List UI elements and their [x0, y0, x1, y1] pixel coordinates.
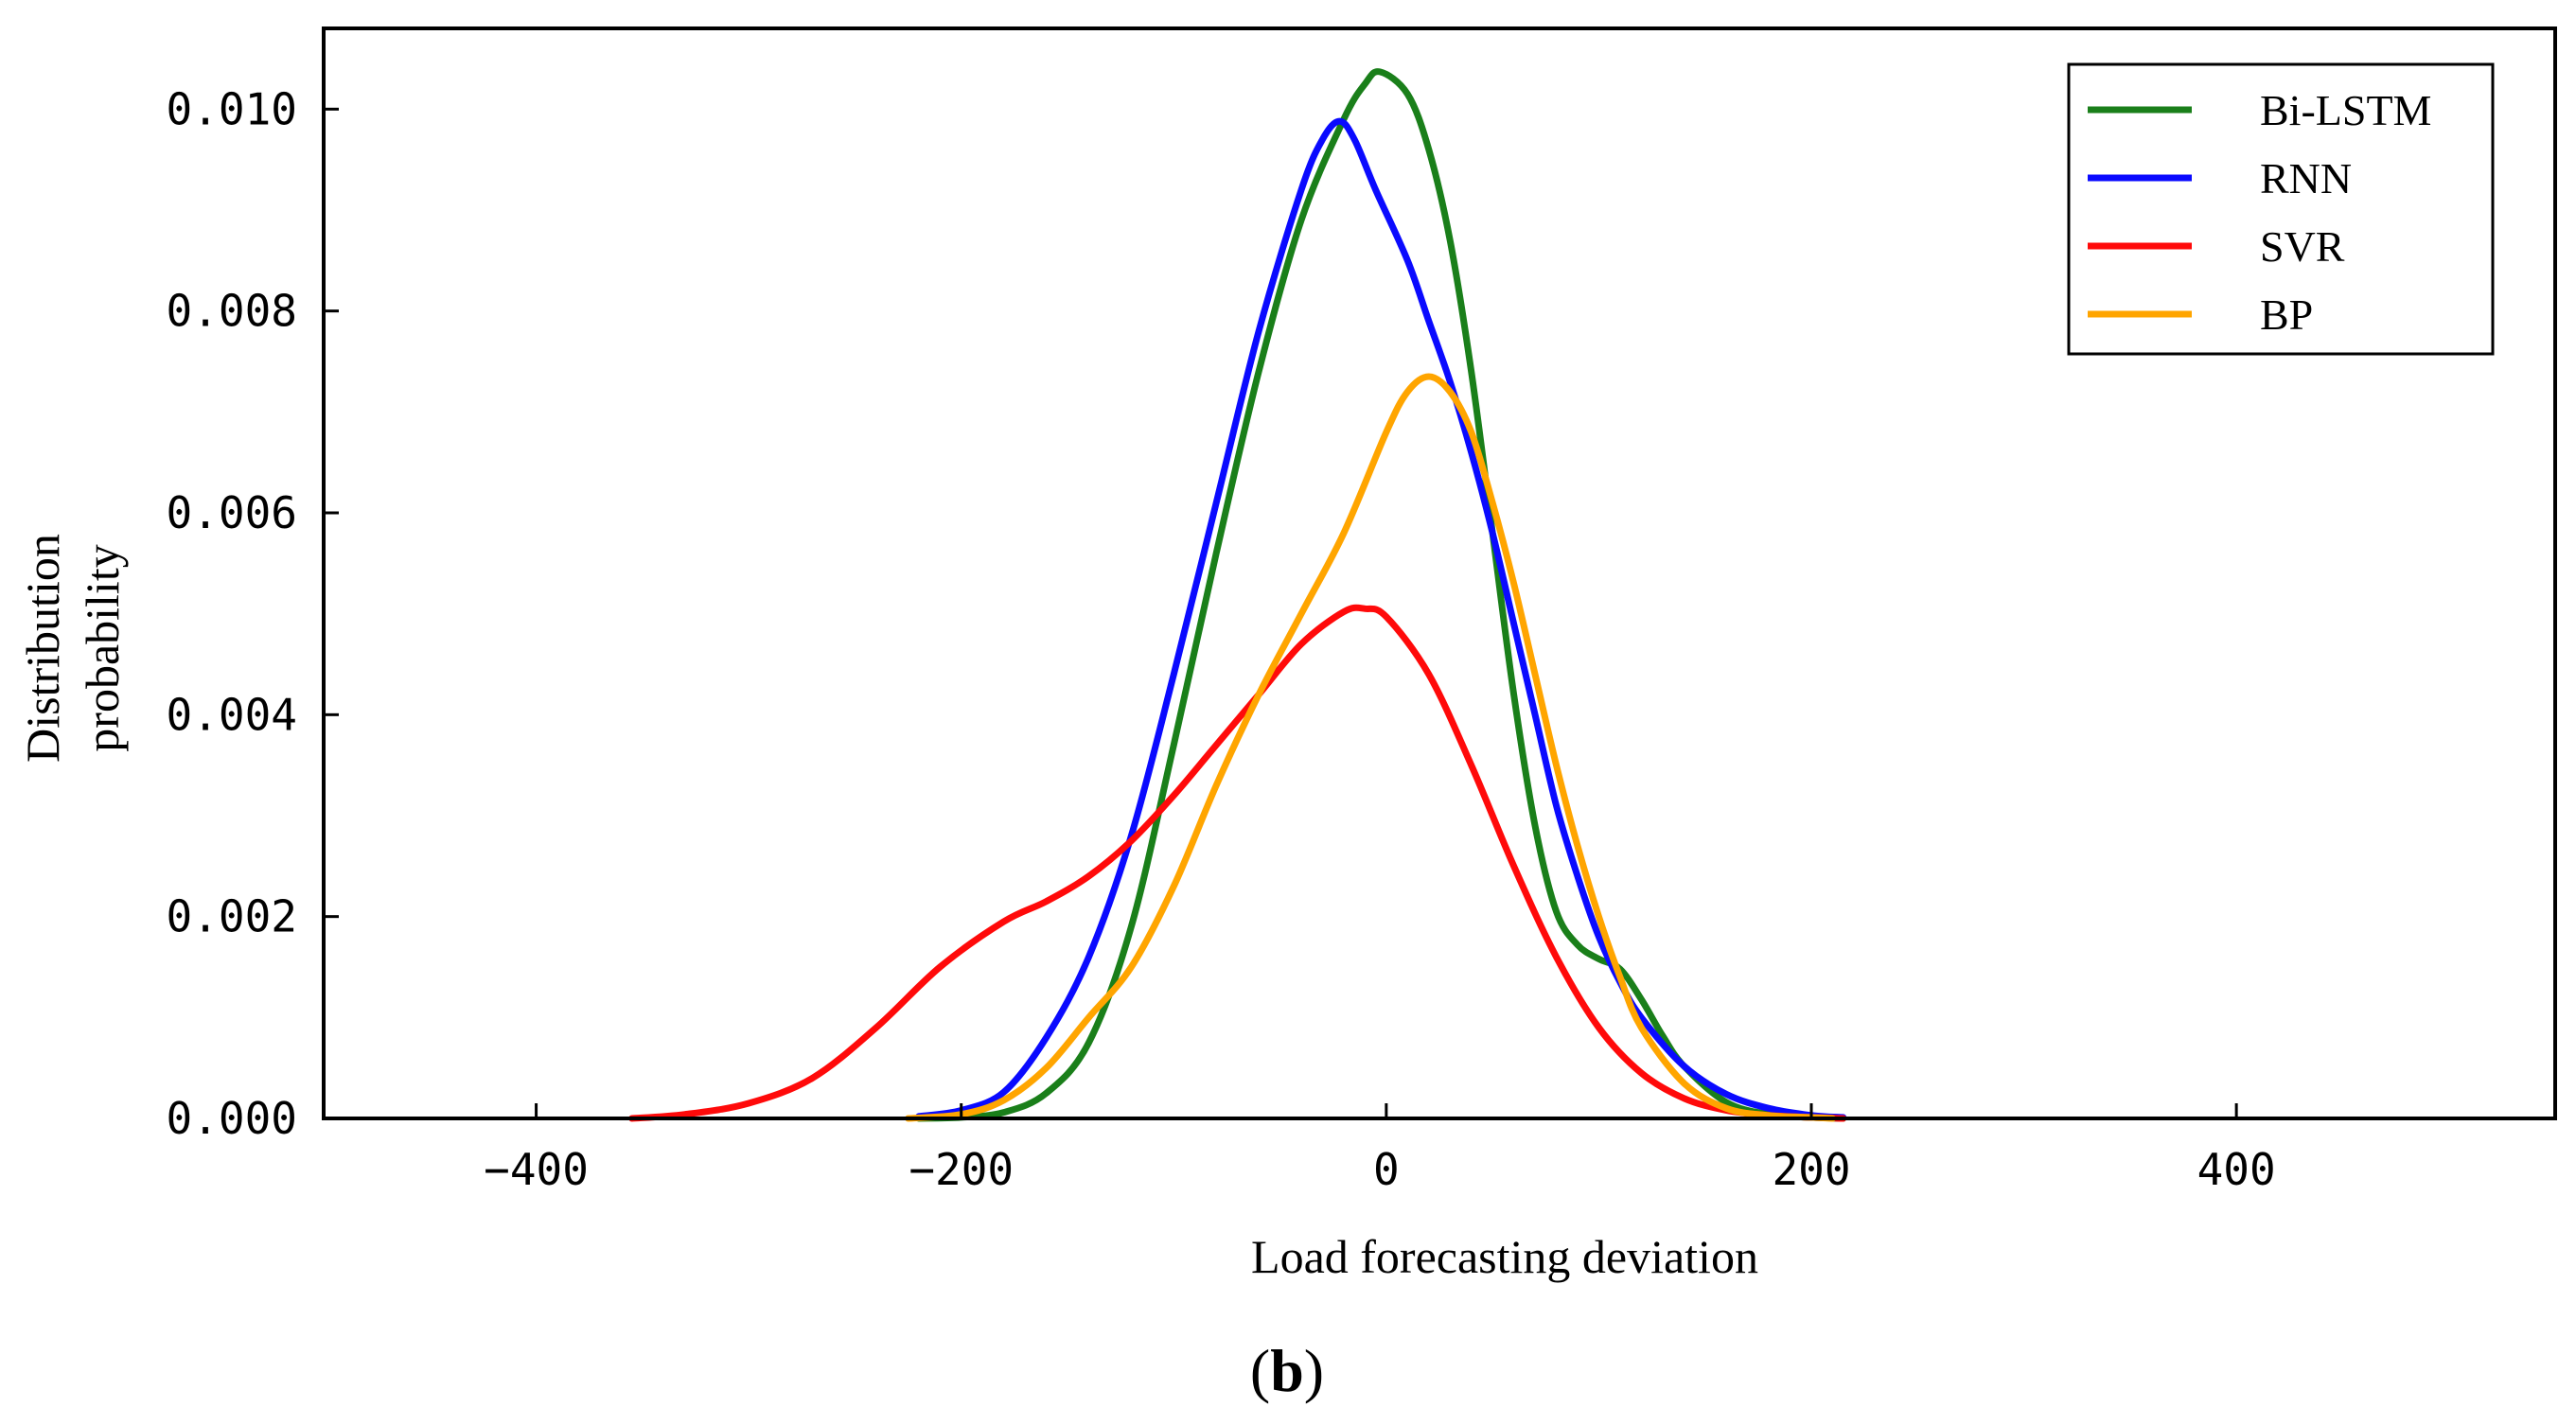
plot-frame	[322, 26, 2557, 1120]
x-tick-label: −400	[484, 1144, 589, 1195]
series-line-svr	[628, 604, 1847, 1122]
series-line-rnn	[915, 117, 1847, 1121]
y-tick-label: 0.004	[167, 689, 297, 740]
y-tick-label: 0.008	[167, 286, 297, 337]
legend-label-svr: SVR	[2260, 222, 2345, 271]
legend-label-bi-lstm: Bi-LSTM	[2260, 86, 2431, 134]
legend-label-bp: BP	[2260, 290, 2313, 339]
legend-label-rnn: RNN	[2260, 154, 2352, 202]
series-layer	[628, 68, 1847, 1122]
legend: Bi-LSTM RNN SVR BP	[2067, 62, 2495, 356]
y-axis-title-line-1: Distribution	[16, 534, 69, 763]
x-tick-label: −200	[909, 1144, 1014, 1195]
y-tick-label: 0.006	[167, 487, 297, 538]
y-tick-label: 0.000	[167, 1093, 297, 1144]
x-axis-title: Load forecasting deviation	[1251, 1230, 1758, 1283]
x-tick-label: 400	[2197, 1144, 2276, 1195]
ticks-layer: −400 −200 0 200 400 0.000 0.002 0.004 0.006 0.008…	[167, 83, 2276, 1195]
x-tick-label: 0	[1373, 1144, 1400, 1195]
series-line-bi-lstm	[915, 68, 1847, 1122]
y-tick-label: 0.002	[167, 891, 297, 942]
y-tick-label: 0.010	[167, 83, 297, 134]
panel-label-close: )	[1304, 1337, 1324, 1404]
panel-label-open: (	[1250, 1337, 1270, 1404]
y-axis-title-line-2: probability	[76, 544, 129, 751]
panel-label-letter: b	[1270, 1337, 1304, 1404]
x-tick-label: 200	[1772, 1144, 1850, 1195]
series-line-bp	[905, 373, 1836, 1122]
panel-label: (b)	[1250, 1337, 1324, 1404]
